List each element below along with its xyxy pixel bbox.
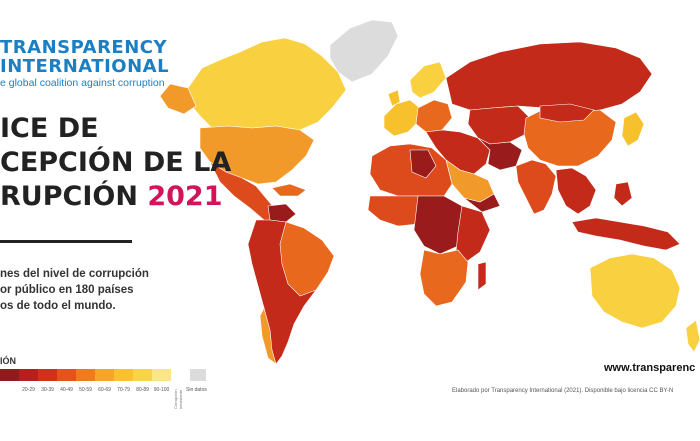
title-divider (0, 240, 132, 243)
region-southeast-asia (555, 167, 597, 215)
region-brazil (279, 221, 335, 297)
region-philippines (613, 181, 633, 207)
page-title: ICE DE CEPCIÓN DE LA RUPCIÓN 2021 (0, 112, 231, 214)
legend-label-1: 20-29 (22, 387, 35, 393)
legend-swatch-7 (133, 369, 152, 381)
legend-swatch-3 (57, 369, 76, 381)
title-line-1: ICE DE (0, 113, 99, 144)
logo-line-1: TRANSPARENCY (0, 37, 168, 58)
legend-nodata-label: Sin datos (186, 387, 207, 393)
region-australia (589, 253, 681, 329)
region-yemen (463, 193, 501, 213)
region-uk (387, 89, 401, 107)
legend-label-2: 30-39 (41, 387, 54, 393)
description-line-1: nes del nivel de corrupción (0, 268, 149, 280)
region-libya (409, 149, 437, 179)
logo-line-2: INTERNATIONAL (0, 56, 170, 77)
credit-text: Elaborado por Transparency International… (452, 388, 674, 394)
legend-swatch-0 (0, 369, 19, 381)
legend-label-8: 90-100 (153, 387, 170, 393)
region-madagascar (477, 261, 487, 291)
description-line-2: or público en 180 países (0, 284, 134, 296)
legend-nodata-swatch (190, 369, 206, 381)
region-greenland (329, 19, 399, 83)
legend-swatch-1 (19, 369, 38, 381)
legend-swatch-5 (95, 369, 114, 381)
region-scandinavia (409, 61, 447, 99)
title-year: 2021 (147, 181, 223, 212)
legend-label-7: 80-89 (136, 387, 149, 393)
title-line-2: CEPCIÓN DE LA (0, 147, 232, 178)
website-link[interactable]: www.transparenc (604, 362, 696, 374)
legend-title: IÓN (0, 356, 17, 366)
region-indonesia (571, 217, 681, 251)
region-russia (445, 41, 653, 113)
ti-logo[interactable]: TRANSPARENCY INTERNATIONAL e global coal… (0, 38, 169, 89)
region-japan (621, 111, 645, 147)
region-venezuela (267, 203, 297, 223)
region-mongolia (539, 103, 595, 123)
region-central-asia (467, 105, 531, 145)
region-caribbean (271, 183, 307, 197)
description-line-3: os de todo el mundo. (0, 300, 116, 312)
title-line-3-text: RUPCIÓN (0, 181, 138, 212)
region-india (515, 159, 557, 215)
legend-swatch-4 (76, 369, 95, 381)
region-middle-east (425, 129, 491, 175)
legend-swatch-6 (114, 369, 133, 381)
legend-label-3: 40-49 (60, 387, 73, 393)
description: nes del nivel de corrupción or público e… (0, 266, 170, 314)
region-east-africa (455, 205, 491, 263)
legend-label-5: 60-69 (98, 387, 111, 393)
legend-swatch-8 (152, 369, 171, 381)
region-southern-africa (419, 249, 469, 307)
region-alaska (159, 83, 197, 115)
region-chile (259, 307, 277, 365)
region-western-europe (383, 99, 421, 137)
legend-label-6: 70-79 (117, 387, 130, 393)
title-line-3: RUPCIÓN 2021 (0, 180, 231, 214)
legend-swatch-2 (38, 369, 57, 381)
legend-side-label: Corrupción inexistente (173, 389, 183, 409)
legend-label-4: 50-59 (79, 387, 92, 393)
region-eastern-europe (415, 99, 453, 133)
logo-tagline: e global coalition against corruption (0, 77, 165, 89)
region-new-zealand (685, 319, 700, 353)
